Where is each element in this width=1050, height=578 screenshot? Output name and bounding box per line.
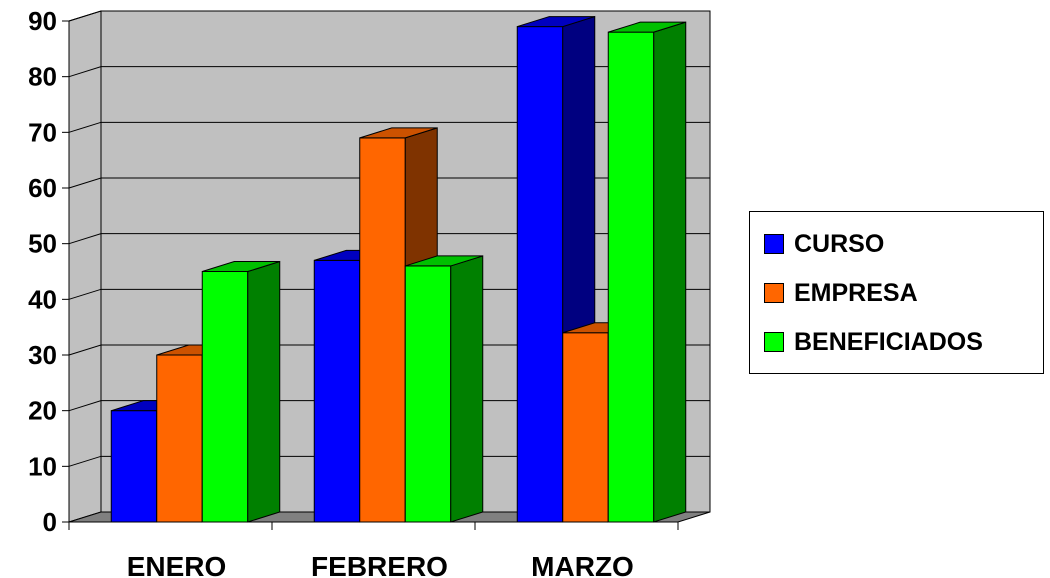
legend: CURSO EMPRESA BENEFICIADOS <box>749 211 1044 374</box>
gridline <box>68 288 710 300</box>
bar-beneficiados-febrero <box>404 255 484 523</box>
bar-top <box>517 16 595 28</box>
bar-top <box>359 127 438 139</box>
side-wall <box>68 10 102 523</box>
bar-side <box>653 21 687 523</box>
gridline <box>68 121 710 133</box>
y-tick-label: 40 <box>28 284 57 314</box>
bar-front <box>562 332 609 523</box>
y-axis-ticks: 0 10 20 30 40 50 60 70 80 90 <box>28 6 57 537</box>
y-tick-label: 80 <box>28 62 57 92</box>
x-category-label: FEBRERO <box>311 551 448 578</box>
y-tick-label: 0 <box>43 507 57 537</box>
y-tick-label: 70 <box>28 117 57 147</box>
bars <box>110 15 687 523</box>
gridline <box>68 177 710 189</box>
legend-swatch <box>764 283 784 303</box>
y-tick-label: 20 <box>28 396 57 426</box>
gridline <box>68 344 710 356</box>
bar-top <box>202 261 280 272</box>
x-axis-categories: ENERO FEBRERO MARZO <box>127 551 634 578</box>
y-tick-label: 50 <box>28 229 57 259</box>
bar-front <box>516 26 564 523</box>
bar-front <box>404 265 452 523</box>
bar-front <box>359 137 406 523</box>
legend-item-curso: CURSO <box>764 229 884 259</box>
x-category-label: MARZO <box>531 551 634 578</box>
y-tick-label: 10 <box>28 451 57 481</box>
legend-label: BENEFICIADOS <box>794 327 983 356</box>
legend-item-beneficiados: BENEFICIADOS <box>764 327 983 357</box>
legend-label: EMPRESA <box>794 278 918 307</box>
gridline <box>68 10 710 22</box>
y-tick-label: 60 <box>28 173 57 203</box>
bar-top <box>405 255 483 267</box>
bar-front <box>201 271 249 523</box>
legend-item-empresa: EMPRESA <box>764 278 918 308</box>
gridline <box>68 66 710 78</box>
legend-label: CURSO <box>794 229 885 258</box>
bar-top <box>608 21 686 33</box>
bar-front <box>156 354 203 523</box>
bar-beneficiados-marzo <box>607 21 687 523</box>
y-tick-label: 30 <box>28 340 57 370</box>
bar-front <box>607 31 655 523</box>
gridlines <box>68 10 710 467</box>
gridline <box>68 455 710 467</box>
y-tick-label: 90 <box>28 6 57 36</box>
gridline <box>68 233 710 245</box>
gridline <box>68 400 710 412</box>
legend-swatch <box>764 234 784 254</box>
x-category-label: ENERO <box>127 551 227 578</box>
bar-side <box>247 260 281 523</box>
bar-side <box>450 255 484 523</box>
legend-swatch <box>764 332 784 352</box>
bar-front <box>313 259 361 523</box>
bar-beneficiados-enero <box>201 260 281 523</box>
bar-front <box>110 410 158 523</box>
